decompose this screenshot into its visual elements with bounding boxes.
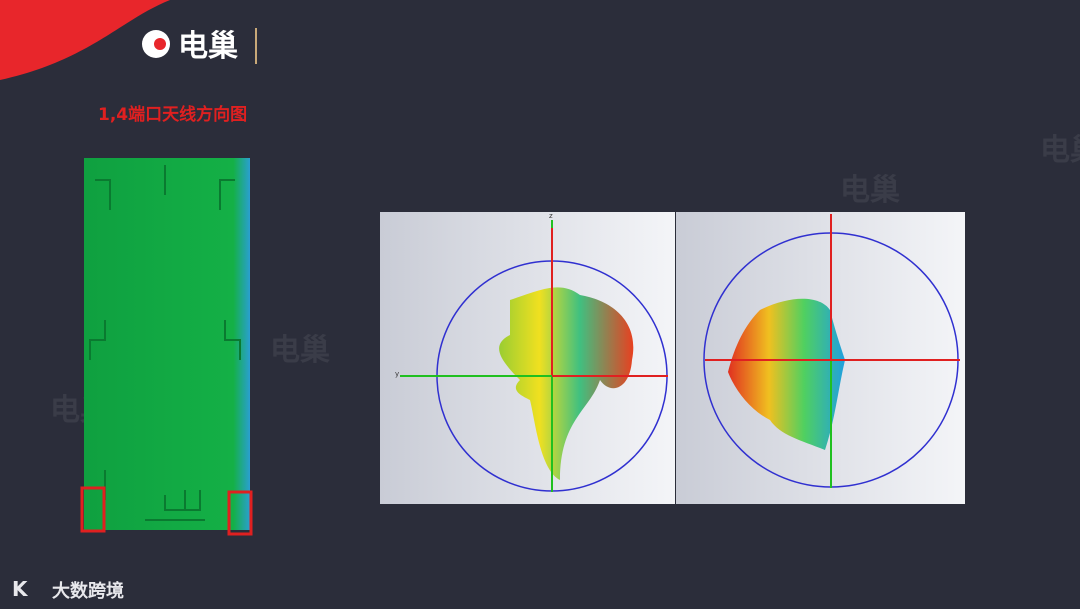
footer-logo-mark: K xyxy=(12,577,29,601)
pcb-image xyxy=(84,158,250,530)
axis-label: y xyxy=(395,370,399,378)
watermark: 电巢 xyxy=(840,173,900,208)
logo-icon-inner xyxy=(154,38,166,50)
logo-text: 电巢 xyxy=(178,29,238,64)
highlight-box xyxy=(80,486,106,533)
axis-label: z xyxy=(549,212,553,220)
footer-brand: 大数跨境 xyxy=(52,580,124,602)
slide-title: 1,4端口天线方向图 xyxy=(98,104,247,125)
logo-swoosh xyxy=(0,0,170,80)
radiation-pattern xyxy=(728,298,845,450)
highlight-box xyxy=(227,490,253,536)
radiation-pattern xyxy=(499,287,634,480)
watermark: 电巢 xyxy=(270,333,330,368)
watermark: 电巢 xyxy=(1040,133,1080,168)
